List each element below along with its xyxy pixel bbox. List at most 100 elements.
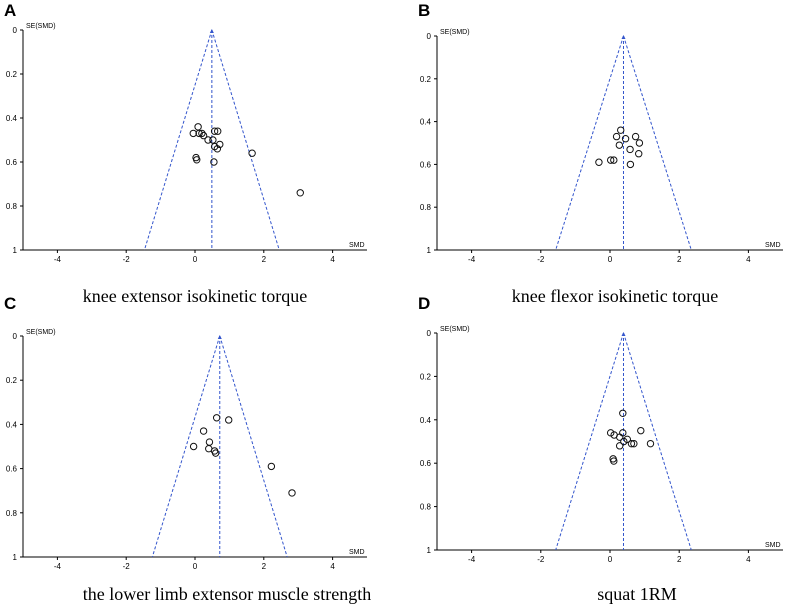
study-point [193, 156, 201, 164]
study-point [635, 139, 644, 147]
study-point [199, 131, 208, 140]
study-point [288, 489, 296, 497]
study-point [211, 449, 220, 457]
x-tick-label: 2 [262, 562, 267, 571]
y-tick-label: 1 [13, 246, 18, 255]
study-point [617, 126, 625, 134]
x-tick-label: -4 [468, 555, 476, 564]
y-axis-label: SE(SMD) [26, 329, 56, 336]
study-point [194, 123, 202, 131]
study-point [189, 442, 198, 451]
study-point [212, 414, 221, 422]
funnel-left-line [143, 29, 213, 251]
x-tick-label: 4 [746, 555, 751, 564]
study-point [612, 132, 621, 141]
y-tick-label: 0.4 [6, 114, 18, 123]
y-tick-label: 0.2 [6, 70, 18, 79]
x-axis-label: SMD [765, 242, 781, 249]
panel-letter: A [4, 1, 16, 20]
funnel-right-line [211, 29, 280, 251]
x-tick-label: 4 [330, 255, 335, 264]
panel-b: B 0 0.2 0.4 0.6 0.8 1 -4 -2 0 2 4 SE(SMD) SMD knee fle… [418, 1, 783, 306]
funnel-right-line [623, 35, 692, 251]
y-tick-label: 0 [13, 332, 18, 341]
panel-letter: D [418, 294, 430, 313]
panel-letter: C [4, 294, 16, 313]
study-point [615, 433, 624, 441]
study-point [595, 158, 603, 166]
study-point [631, 132, 640, 141]
y-tick-label: 0.6 [6, 465, 18, 474]
study-point [198, 129, 206, 138]
funnel-apex-marker [209, 29, 214, 33]
funnel-left-line [555, 35, 624, 251]
funnel-apex-marker [621, 332, 626, 336]
funnel-left-line [555, 332, 624, 551]
y-tick-label: 0.6 [6, 158, 18, 167]
x-tick-label: -2 [537, 555, 545, 564]
x-axis-label: SMD [349, 549, 365, 556]
x-tick-label: 0 [608, 555, 613, 564]
panel-caption: knee flexor isokinetic torque [512, 286, 718, 306]
x-tick-label: -4 [54, 255, 62, 264]
x-tick-label: -4 [54, 562, 62, 571]
x-tick-label: -2 [123, 562, 131, 571]
study-point [610, 156, 618, 164]
study-point [621, 135, 630, 143]
study-point [210, 158, 218, 166]
y-tick-label: 0 [13, 26, 18, 35]
study-point [606, 156, 615, 164]
x-tick-label: 0 [608, 255, 613, 264]
study-point [225, 416, 233, 424]
study-point [626, 145, 634, 154]
x-tick-label: 2 [262, 255, 267, 264]
study-point [210, 127, 219, 135]
study-point [626, 160, 635, 169]
y-tick-label: 0.8 [420, 203, 432, 212]
x-tick-label: -2 [123, 255, 131, 264]
study-point [630, 439, 638, 448]
x-tick-label: 0 [193, 562, 198, 571]
study-point [620, 437, 628, 446]
study-point [296, 189, 304, 197]
x-axis-label: SMD [349, 242, 365, 249]
y-tick-label: 0.2 [6, 376, 18, 385]
panel-c: C 0 0.2 0.4 0.6 0.8 1 -4 -2 0 2 4 SE(SMD) SMD the lowe… [4, 294, 371, 604]
study-point [209, 136, 217, 144]
x-tick-label: -2 [537, 255, 545, 264]
x-tick-label: 4 [746, 255, 751, 264]
x-tick-label: 0 [193, 255, 198, 264]
study-point [610, 457, 618, 465]
study-point [204, 136, 212, 144]
study-point [619, 409, 627, 417]
y-tick-label: 1 [427, 246, 432, 255]
panel-caption: the lower limb extensor muscle strength [83, 584, 371, 604]
y-tick-label: 0.2 [420, 75, 432, 84]
y-tick-label: 0 [427, 329, 432, 338]
y-tick-label: 0.4 [420, 118, 432, 127]
panel-d: D 0 0.2 0.4 0.6 0.8 1 -4 -2 0 2 4 SE(SMD) SMD squat 1R… [418, 294, 783, 604]
study-point [267, 462, 276, 471]
study-point [195, 129, 203, 138]
funnel-right-line [623, 332, 692, 551]
x-axis-label: SMD [765, 542, 781, 549]
x-tick-label: 2 [677, 555, 682, 564]
y-axis-label: SE(SMD) [26, 23, 56, 30]
study-point [214, 127, 222, 135]
study-point [205, 438, 214, 446]
y-tick-label: 1 [427, 546, 432, 555]
y-tick-label: 0.8 [420, 503, 432, 512]
study-point [615, 442, 624, 450]
study-point [635, 150, 643, 158]
panel-caption: squat 1RM [597, 584, 677, 604]
study-point [637, 426, 645, 435]
y-tick-label: 0.4 [6, 420, 18, 429]
y-axis-label: SE(SMD) [440, 326, 470, 333]
y-tick-label: 0.6 [420, 160, 432, 169]
study-point [627, 439, 636, 448]
study-point [646, 439, 655, 448]
y-tick-label: 0.4 [420, 416, 432, 425]
study-point [248, 149, 256, 157]
y-tick-label: 0.8 [6, 202, 18, 211]
funnel-left-line [151, 335, 221, 558]
